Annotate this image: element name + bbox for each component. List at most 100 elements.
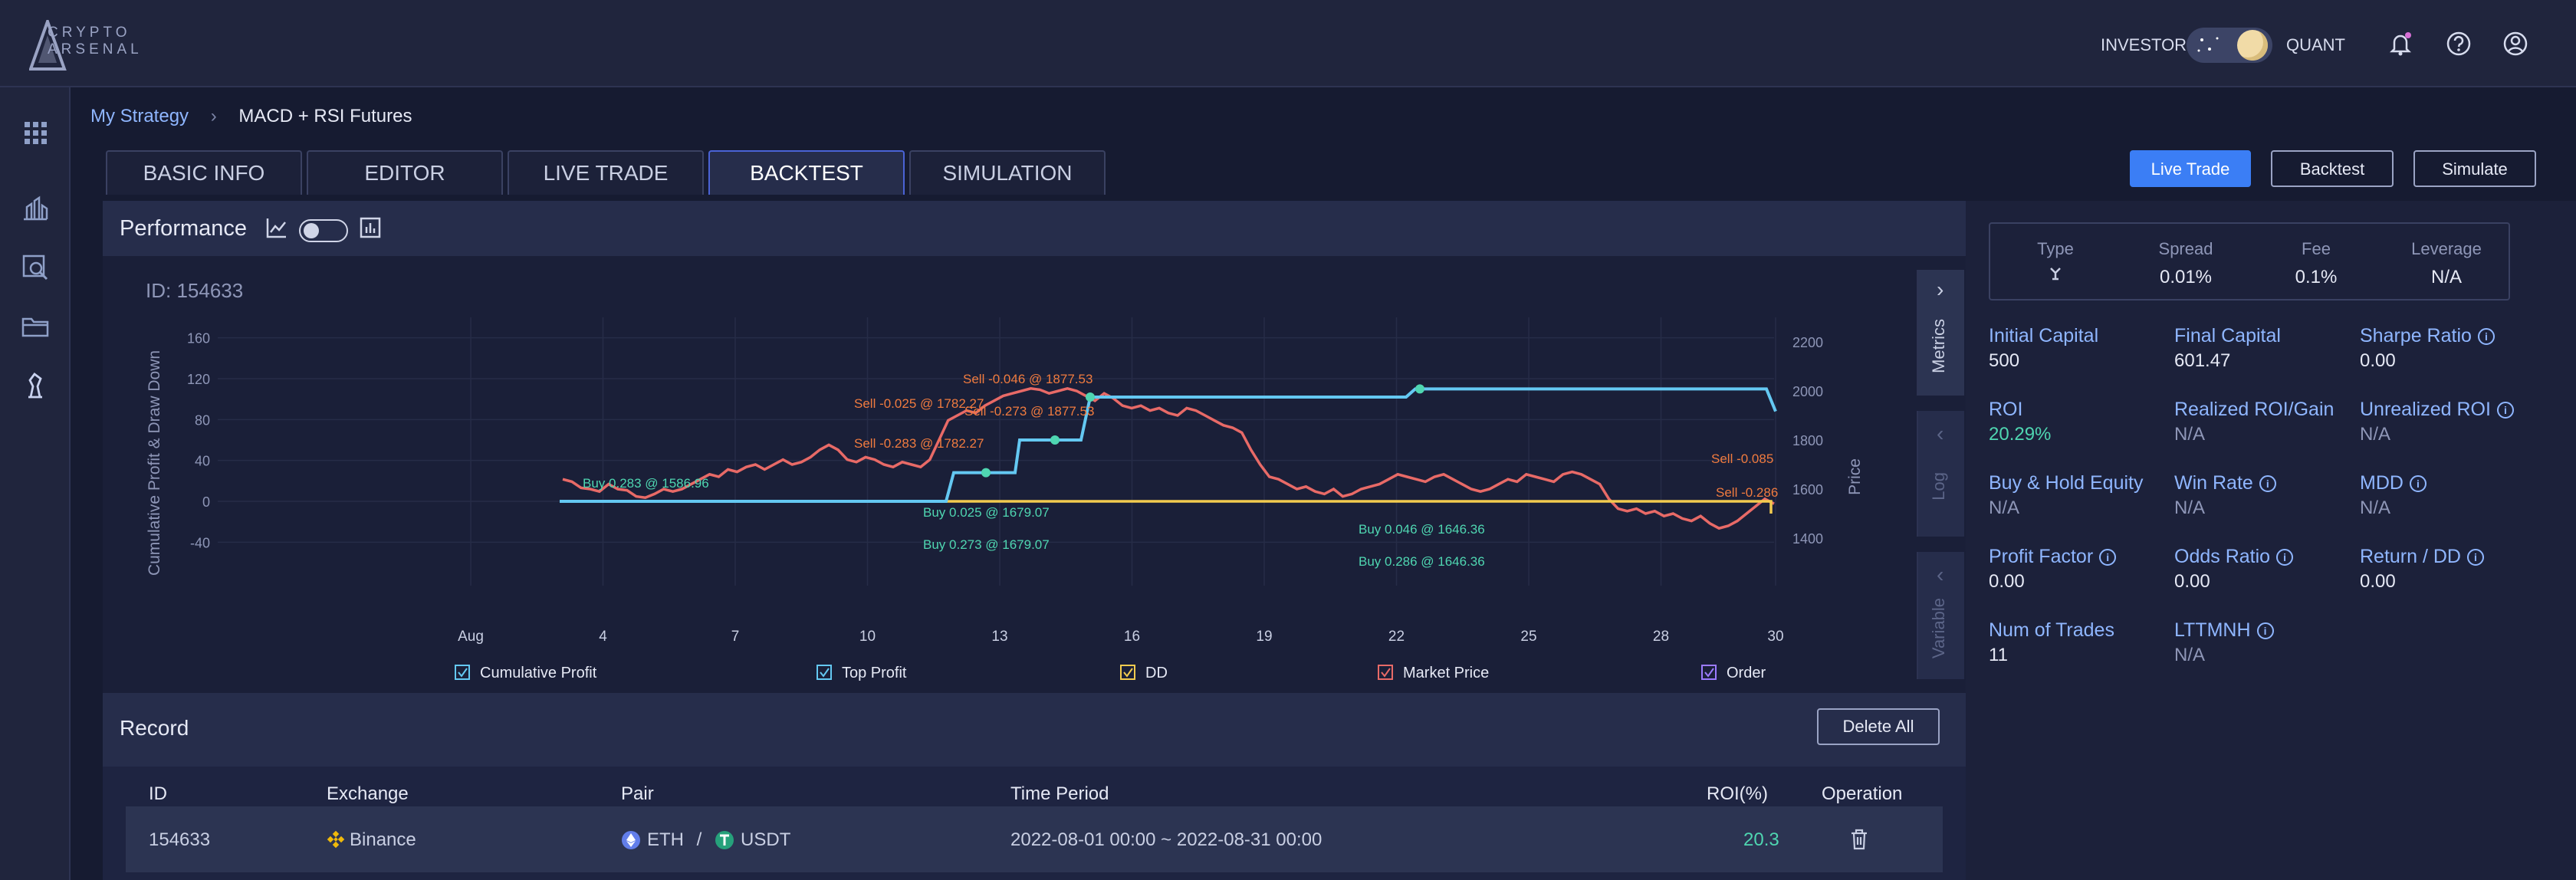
info-icon[interactable]: i [2256,622,2274,639]
performance-header: Performance [103,201,1966,256]
order-annotation: Sell -0.085 [1711,451,1773,466]
order-annotation: Buy 0.283 @ 1586.96 [583,476,709,491]
x-tick-label: 22 [1388,629,1405,645]
side-tab-log[interactable]: ‹ Log [1917,411,1964,537]
metric-unrealized-roi: Unrealized ROI i N/A [2360,399,2544,445]
performance-title: Performance [120,216,248,241]
legend-item-label: Market Price [1403,665,1489,681]
info-icon[interactable]: i [2099,549,2117,566]
switch-knob [304,223,319,238]
info-icon[interactable]: i [2466,549,2484,566]
metric-realized-roi: Realized ROI/Gain N/A [2174,399,2334,445]
x-tick-label: 25 [1520,629,1536,645]
line-chart-icon[interactable] [265,216,288,239]
market-icon[interactable] [21,195,50,224]
row-time-period: 2022-08-01 00:00 ~ 2022-08-31 00:00 [1010,829,1322,850]
simulate-button[interactable]: Simulate [2413,150,2536,187]
record-table-header: ID Exchange Pair Time Period ROI(%) Oper… [126,767,1943,817]
record-header: Record Delete All [103,693,1966,767]
legend-checkbox [455,665,470,680]
crypto-arsenal-logo[interactable] [29,20,182,74]
side-nav [0,87,71,880]
side-tab-metrics[interactable]: › Metrics [1917,270,1964,396]
pair-separator: / [696,829,702,850]
table-row[interactable]: 154633 Binance ETH / USDT 2022-08-01 00:… [126,806,1943,872]
col-operation: Operation [1822,783,1903,804]
analysis-icon[interactable] [21,253,50,282]
mode-investor-label: INVESTOR [2101,35,2187,54]
delete-all-button[interactable]: Delete All [1817,708,1940,745]
side-tabs: › Metrics ‹ Log ‹ Variable [1917,270,1966,681]
help-icon[interactable] [2446,31,2472,57]
col-pair: Pair [621,783,654,804]
metric-return-dd: Return / DD i 0.00 [2360,546,2544,593]
breadcrumb-root-link[interactable]: My Strategy [90,106,189,126]
col-time-period: Time Period [1010,783,1109,804]
chart-mode-switch[interactable] [299,219,348,242]
breadcrumb: My Strategy › MACD + RSI Futures [90,106,412,127]
info-icon[interactable]: i [2409,475,2426,492]
order-annotation: Buy 0.273 @ 1679.07 [923,537,1050,552]
metric-buy-hold-equity: Buy & Hold Equity N/A [1989,472,2144,518]
futures-type-icon [2050,268,2061,281]
order-annotation: Sell -0.286 [1716,485,1778,500]
chevron-right-icon: › [1937,277,1944,301]
chart-svg[interactable]: 160 120 80 40 0 -40 2200 2000 1800 1600 1400 Aug 4 7 1… [103,256,1917,693]
x-tick-label: 28 [1653,629,1669,645]
col-roi: ROI(%) [1707,783,1768,804]
mode-toggle[interactable] [2187,28,2272,63]
tab-simulation[interactable]: SIMULATION [909,150,1106,195]
y-tick-label: 40 [195,454,210,469]
y-tick-label: 120 [187,372,210,387]
legend-item-label: Top Profit [842,665,907,681]
order-marker [1086,392,1095,402]
order-annotation: Buy 0.025 @ 1679.07 [923,505,1050,520]
trash-icon[interactable] [1849,828,1869,851]
legend-item-label: DD [1145,665,1168,681]
side-tab-variable-label: Variable [1929,598,1948,659]
info-icon[interactable]: i [2477,328,2495,345]
row-exchange: Binance [327,829,416,851]
info-icon[interactable]: i [2496,402,2514,419]
check-icon [820,668,830,678]
performance-chart: ID: 154633 160 120 80 40 0 -40 2200 2000 1800 160… [103,256,1966,693]
tab-live-trade[interactable]: LIVE TRADE [508,150,704,195]
folder-icon[interactable] [21,311,50,340]
apps-icon[interactable] [21,118,50,147]
legend-checkbox [1701,665,1717,680]
row-id: 154633 [149,829,211,850]
y-tick-label: -40 [190,535,210,550]
live-trade-button[interactable]: Live Trade [2130,150,2251,187]
info-icon[interactable]: i [2259,475,2276,492]
legend-item-label: Cumulative Profit [480,665,597,681]
metric-odds-ratio: Odds Ratio i 0.00 [2174,546,2358,593]
bar-chart-icon[interactable] [359,216,382,239]
bell-icon[interactable] [2387,31,2413,57]
col-exchange: Exchange [327,783,409,804]
legend-checkbox [1120,665,1135,680]
order-annotation: Sell -0.025 @ 1782.27 [854,396,984,411]
y-axis-label: Cumulative Profit & Draw Down [146,350,163,576]
eth-icon [622,831,640,849]
order-annotation: Sell -0.046 @ 1877.53 [963,372,1092,386]
info-icon[interactable]: i [2276,549,2294,566]
y2-tick-label: 2000 [1792,384,1823,399]
check-icon [1381,668,1391,678]
strategy-icon[interactable] [21,371,50,400]
metric-sharpe-ratio: Sharpe Ratio i 0.00 [2360,325,2544,372]
binance-icon [327,830,345,849]
performance-panel: Performance ID: 154633 160 120 80 40 0 -40 220… [103,201,1966,880]
x-tick-label: 10 [859,629,876,645]
side-tab-variable[interactable]: ‹ Variable [1917,552,1964,679]
x-tick-label: 16 [1124,629,1140,645]
x-tick-label: 7 [731,629,740,645]
stars-icon [2197,37,2219,52]
tab-backtest[interactable]: BACKTEST [708,150,905,195]
metric-profit-factor: Profit Factor i 0.00 [1989,546,2173,593]
user-icon[interactable] [2502,31,2528,57]
tab-basic-info[interactable]: BASIC INFO [106,150,302,195]
tab-editor[interactable]: EDITOR [307,150,503,195]
y-tick-label: 160 [187,331,210,346]
backtest-button[interactable]: Backtest [2271,150,2394,187]
metric-roi: ROI 20.29% [1989,399,2052,445]
